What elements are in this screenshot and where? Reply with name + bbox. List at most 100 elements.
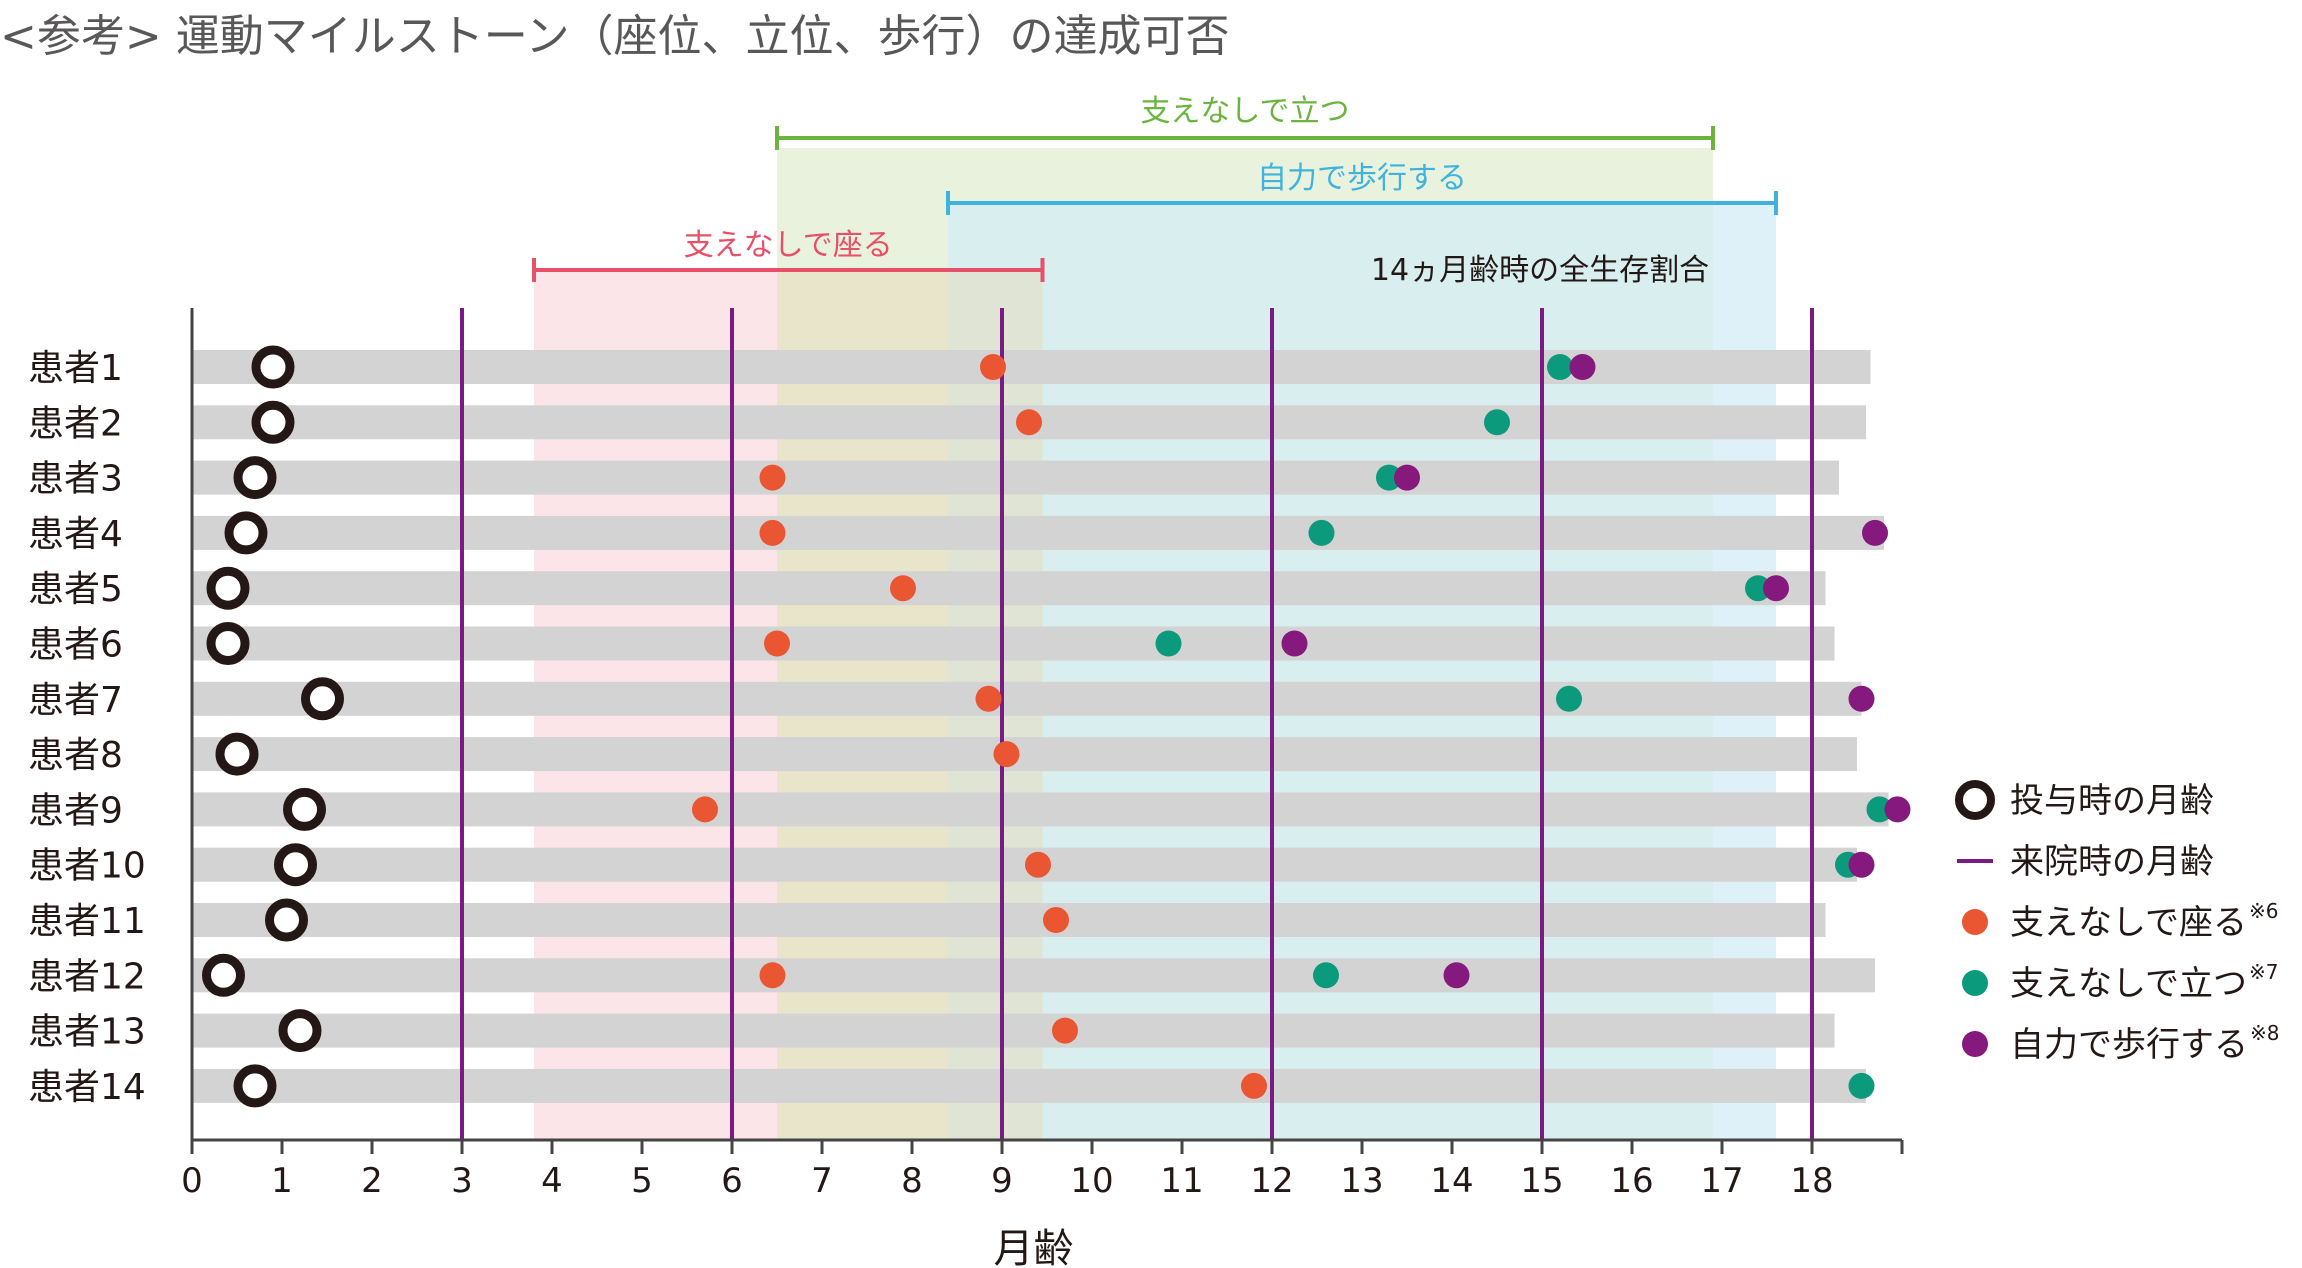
stand-point [1848, 1072, 1875, 1099]
patient-bar [192, 792, 1889, 827]
patient-bar [192, 958, 1875, 993]
x-tick-label: 18 [1790, 1161, 1833, 1201]
walk-point [1569, 354, 1596, 380]
dosing-ring [206, 622, 250, 665]
x-tick-label: 2 [361, 1161, 383, 1201]
sit-point [759, 464, 786, 491]
dosing-ring [233, 1064, 277, 1108]
x-tick-label: 17 [1700, 1161, 1743, 1201]
patient-bar [192, 903, 1826, 937]
sit-point [980, 354, 1006, 380]
walk-point [1394, 464, 1420, 491]
sit-point [975, 685, 1002, 712]
legend-label: 支えなしで座る [2010, 903, 2247, 943]
patient-label: 患者13 [28, 1012, 146, 1053]
dosing-ring [202, 953, 245, 997]
legend-dot-icon [1962, 909, 1988, 935]
range-label: 支えなしで座る [684, 228, 893, 263]
dosing-ring [224, 511, 268, 555]
x-tick-label: 14 [1430, 1161, 1473, 1201]
x-tick-label: 9 [991, 1161, 1013, 1201]
x-tick-label: 12 [1250, 1161, 1293, 1201]
patient-bar [192, 626, 1835, 661]
x-tick-label: 10 [1070, 1161, 1113, 1201]
patient-label: 患者12 [28, 956, 146, 997]
x-tick-label: 11 [1160, 1161, 1203, 1201]
sit-point [1016, 409, 1042, 436]
dosing-ring [278, 1009, 322, 1053]
patient-bar [192, 571, 1826, 606]
legend-dot-icon [1962, 970, 1988, 996]
x-tick-label: 7 [811, 1161, 833, 1201]
x-tick-label: 16 [1610, 1161, 1653, 1201]
stand-point [1556, 685, 1582, 712]
patient-label: 患者5 [28, 569, 123, 610]
patient-bar [192, 1068, 1866, 1103]
x-tick-label: 4 [541, 1161, 563, 1201]
patient-label: 患者6 [28, 625, 123, 666]
stand-point [1155, 630, 1182, 657]
dosing-ring [206, 566, 250, 610]
walk-point [1281, 630, 1308, 657]
stand-point [1547, 354, 1573, 380]
patient-label: 患者1 [28, 348, 123, 389]
patient-label: 患者9 [28, 790, 123, 831]
patient-label: 患者2 [28, 403, 123, 444]
patient-bar [192, 681, 1862, 716]
range-label: 自力で歩行する [1257, 161, 1467, 196]
legend-ring-icon [1955, 780, 1995, 820]
stand-point [1376, 464, 1402, 491]
sit-point [764, 630, 790, 657]
patient-bar [192, 460, 1839, 495]
walk-point [1443, 962, 1470, 989]
patient-bar [192, 737, 1857, 772]
legend-label: 投与時の月齢 [2010, 781, 2214, 821]
walk-point [1884, 796, 1911, 823]
x-tick-label: 5 [631, 1161, 653, 1201]
walk-point [1848, 685, 1875, 712]
x-axis-label: 月齢 [994, 1226, 1074, 1268]
page-title: <参考> 運動マイルストーン（座位、立位、歩行）の達成可否 [0, 11, 1230, 62]
sit-point [890, 575, 916, 602]
sit-point [759, 962, 786, 989]
sit-point [692, 796, 718, 823]
dosing-ring [215, 732, 259, 776]
x-tick-label: 6 [721, 1161, 743, 1201]
patient-label: 患者14 [28, 1067, 146, 1108]
annotation-label: 14ヵ月齢時の全生存割合 [1371, 253, 1709, 288]
dosing-ring [251, 345, 295, 389]
x-tick-label: 1 [271, 1161, 293, 1201]
sit-point [1241, 1072, 1267, 1099]
range-band-walk [948, 203, 1776, 1140]
patient-label: 患者10 [28, 846, 146, 887]
dosing-ring [301, 677, 344, 721]
legend-label: 支えなしで立つ [2010, 964, 2247, 1004]
patient-label: 患者7 [28, 680, 123, 721]
dosing-ring [265, 898, 308, 942]
walk-point [1862, 519, 1888, 546]
stand-point [1866, 796, 1893, 823]
sit-point [1025, 851, 1051, 878]
dosing-ring [233, 456, 277, 500]
patient-bar [192, 1013, 1835, 1048]
legend-footnote-mark: ※6 [2249, 899, 2278, 923]
legend-label: 来院時の月齢 [2010, 842, 2214, 882]
range-label: 支えなしで立つ [1140, 94, 1349, 129]
sit-point [993, 741, 1020, 768]
x-tick-label: 0 [181, 1161, 203, 1201]
patient-bar [192, 847, 1857, 882]
sit-point [1052, 1017, 1078, 1044]
walk-point [1848, 851, 1875, 878]
legend-footnote-mark: ※8 [2250, 1021, 2279, 1045]
x-tick-label: 15 [1520, 1161, 1563, 1201]
sit-point [759, 519, 786, 546]
patient-label: 患者3 [28, 459, 123, 500]
stand-point [1313, 962, 1339, 989]
legend-dot-icon [1962, 1031, 1988, 1057]
stand-point [1745, 575, 1771, 602]
walk-point [1763, 575, 1789, 602]
patient-label: 患者11 [28, 901, 146, 942]
dosing-ring [283, 787, 326, 831]
x-tick-label: 8 [901, 1161, 923, 1201]
